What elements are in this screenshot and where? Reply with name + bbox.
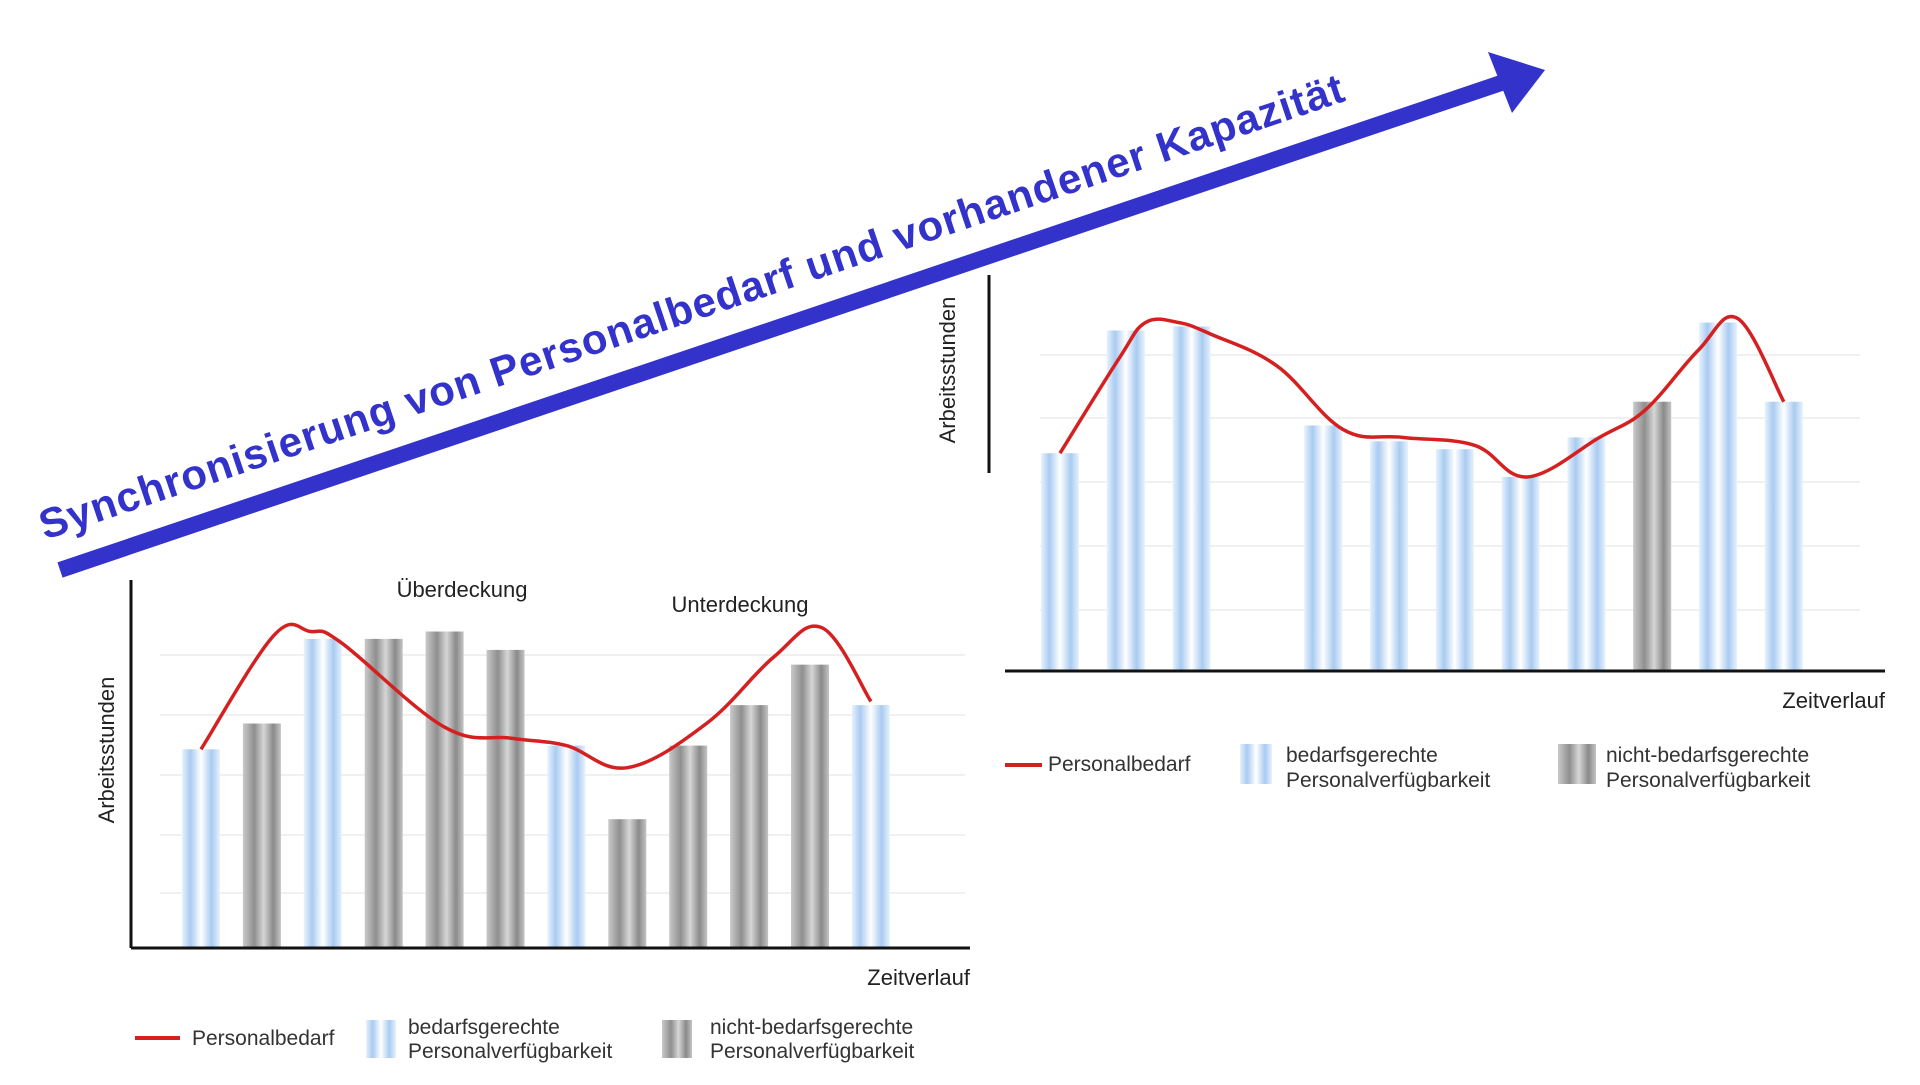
chart-right-bar-10-blue [1699, 322, 1737, 671]
chart-left-annotation-unterdeckung: Unterdeckung [672, 592, 809, 617]
legend-label-nicht-bedarfsgerechte: nicht-bedarfsgerechte [1606, 744, 1809, 767]
chart-left-bar-3-blue [303, 638, 342, 948]
chart-right-demand-line [1058, 314, 1786, 479]
legend-gray-swatch [1558, 744, 1596, 784]
chart-right-legend: Personalbedarf bedarfsgerechte Personalv… [1005, 744, 1810, 792]
banner-arrow-head [1488, 52, 1545, 113]
legend-label-bedarfsgerechte-2: Personalverfügbarkeit [408, 1040, 612, 1063]
chart-left-annotation-ueberdeckung: Überdeckung [397, 577, 528, 602]
legend-label-nicht-bedarfsgerechte-2: Personalverfügbarkeit [1606, 769, 1810, 792]
legend-gray-swatch [662, 1020, 692, 1058]
chart-left-bar-4-gray [364, 638, 403, 948]
chart-right: Arbeitsstunden Zeitverlauf Personalbedar… [935, 275, 1886, 792]
chart-right-bar-7-blue [1501, 476, 1540, 671]
chart-left-legend: Personalbedarf bedarfsgerechte Personalv… [135, 1016, 914, 1063]
legend-label-bedarfsgerechte: bedarfsgerechte [408, 1016, 560, 1039]
legend-label-personalbedarf: Personalbedarf [192, 1027, 335, 1050]
chart-right-xlabel: Zeitverlauf [1782, 688, 1886, 713]
chart-left-ylabel: Arbeitsstunden [94, 677, 119, 824]
legend-blue-swatch [1240, 744, 1272, 784]
chart-left-bar-12-blue [851, 705, 890, 948]
chart-left-bar-9-gray [669, 745, 708, 948]
chart-left-bar-2-gray [242, 723, 281, 948]
chart-left-bar-8-gray [608, 819, 647, 948]
chart-right-bar-2-blue [1106, 330, 1145, 671]
chart-left-bar-7-blue [547, 745, 586, 948]
chart-right-bar-1-blue [1041, 453, 1079, 671]
chart-right-bar-8-blue [1567, 437, 1606, 671]
legend-blue-swatch [366, 1020, 396, 1058]
legend-label-bedarfsgerechte: bedarfsgerechte [1286, 744, 1438, 767]
chart-left-xlabel: Zeitverlauf [867, 965, 971, 990]
chart-right-bars [1041, 322, 1803, 671]
chart-right-bar-9-gray [1633, 401, 1672, 671]
chart-right-bar-3-blue [1172, 326, 1211, 671]
chart-right-bar-4-blue [1304, 425, 1343, 671]
chart-right-bar-5-blue [1370, 441, 1408, 671]
legend-label-nicht-bedarfsgerechte: nicht-bedarfsgerechte [710, 1016, 913, 1039]
legend-label-personalbedarf: Personalbedarf [1048, 753, 1191, 776]
chart-left-bar-1-blue [182, 749, 220, 948]
chart-left-bar-11-gray [791, 664, 829, 948]
banner-arrow-shaft [57, 72, 1513, 578]
legend-label-nicht-bedarfsgerechte-2: Personalverfügbarkeit [710, 1040, 914, 1063]
chart-left-bar-10-gray [730, 705, 769, 948]
chart-right-ylabel: Arbeitsstunden [935, 297, 960, 444]
chart-left-bar-5-gray [425, 631, 464, 948]
chart-left: Arbeitsstunden Zeitverlauf Überdeckung U… [94, 577, 971, 1063]
banner-text: Synchronisierung von Personalbedarf und … [33, 64, 1351, 548]
chart-right-bar-6-blue [1435, 449, 1474, 671]
chart-left-bars [182, 631, 890, 948]
chart-left-demand-line [199, 622, 873, 770]
chart-right-bar-11-blue [1764, 401, 1803, 671]
chart-left-bar-6-gray [486, 649, 525, 948]
legend-label-bedarfsgerechte-2: Personalverfügbarkeit [1286, 769, 1490, 792]
